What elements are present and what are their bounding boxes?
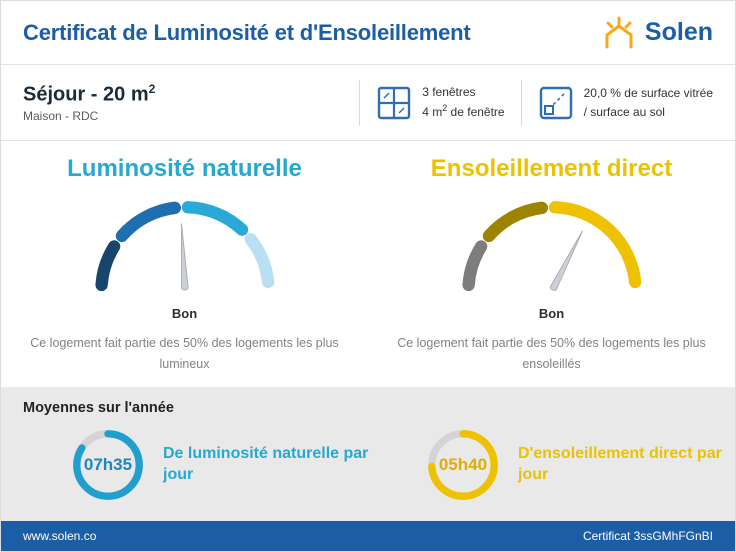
glazed-surface-icon <box>539 86 572 119</box>
solen-logo: Solen <box>599 16 713 50</box>
natural-light-gauge-dial <box>94 201 274 292</box>
website-link[interactable]: www.solen.co <box>23 529 97 543</box>
direct-sun-hours: 05h40 <box>438 455 488 474</box>
room-info-row: Séjour - 20 m2 Maison - RDC 3 fenêtres 4… <box>1 65 735 141</box>
natural-light-average-label: De luminosité naturelle par jour <box>163 445 369 483</box>
divider <box>520 79 522 126</box>
gauges-section: Luminosité naturelle Bon Ce logement fai… <box>1 141 735 387</box>
natural-light-ring: 07h35 <box>69 426 147 504</box>
natural-light-description: Ce logement fait partie des 50% des loge… <box>30 336 339 371</box>
natural-light-rating: Bon <box>171 306 198 321</box>
direct-sun-ring: 05h40 <box>424 426 502 504</box>
header: Certificat de Luminosité et d'Ensoleille… <box>1 1 735 65</box>
yearly-averages-section: Moyennes sur l'année 07h35 De luminosité… <box>1 387 735 521</box>
window-icon <box>377 86 411 119</box>
direct-sun-description: Ce logement fait partie des 50% des loge… <box>397 336 706 371</box>
natural-light-hours: 07h35 <box>83 455 133 474</box>
natural-light-title: Luminosité naturelle <box>67 155 302 182</box>
yellow-progress-ring <box>428 430 498 500</box>
glazing-info: 20,0 % de surface vitrée / surface au so… <box>538 84 713 121</box>
direct-sun-rating: Bon <box>538 306 565 321</box>
windows-info: 3 fenêtres 4 m2 de fenêtre <box>376 83 505 121</box>
natural-light-gauge: Luminosité naturelle Bon Ce logement fai… <box>1 141 368 387</box>
room-name: Séjour - 20 m2 <box>23 81 156 106</box>
natural-light-average: 07h35 De luminosité naturelle par jour <box>23 426 378 504</box>
glazing-text: 20,0 % de surface vitrée / surface au so… <box>583 85 713 119</box>
direct-sun-gauge: Ensoleillement direct Bon Ce logement fa… <box>368 141 735 387</box>
direct-sun-gauge-dial <box>461 201 641 292</box>
divider <box>359 79 361 126</box>
blue-progress-ring <box>73 430 143 500</box>
direct-sun-average-label: D'ensoleillement direct par jour <box>518 445 722 483</box>
averages-title: Moyennes sur l'année <box>23 400 174 416</box>
gauge-needle <box>180 223 189 291</box>
logo-wordmark: Solen <box>644 18 713 46</box>
room-info: Séjour - 20 m2 Maison - RDC <box>23 82 343 124</box>
certificate-id: Certificat 3ssGMhFGnBI <box>582 529 713 543</box>
page-title: Certificat de Luminosité et d'Ensoleille… <box>23 19 471 45</box>
room-subtitle: Maison - RDC <box>23 109 99 124</box>
averages-row: 07h35 De luminosité naturelle par jour 0… <box>23 426 722 504</box>
windows-text: 3 fenêtres 4 m2 de fenêtre <box>422 85 505 119</box>
footer: www.solen.co Certificat 3ssGMhFGnBI <box>1 521 735 551</box>
direct-sun-title: Ensoleillement direct <box>430 155 673 182</box>
direct-sun-average: 05h40 D'ensoleillement direct par jour <box>378 426 733 504</box>
solen-sun-house-icon <box>605 16 633 48</box>
gauge-needle <box>549 230 583 291</box>
